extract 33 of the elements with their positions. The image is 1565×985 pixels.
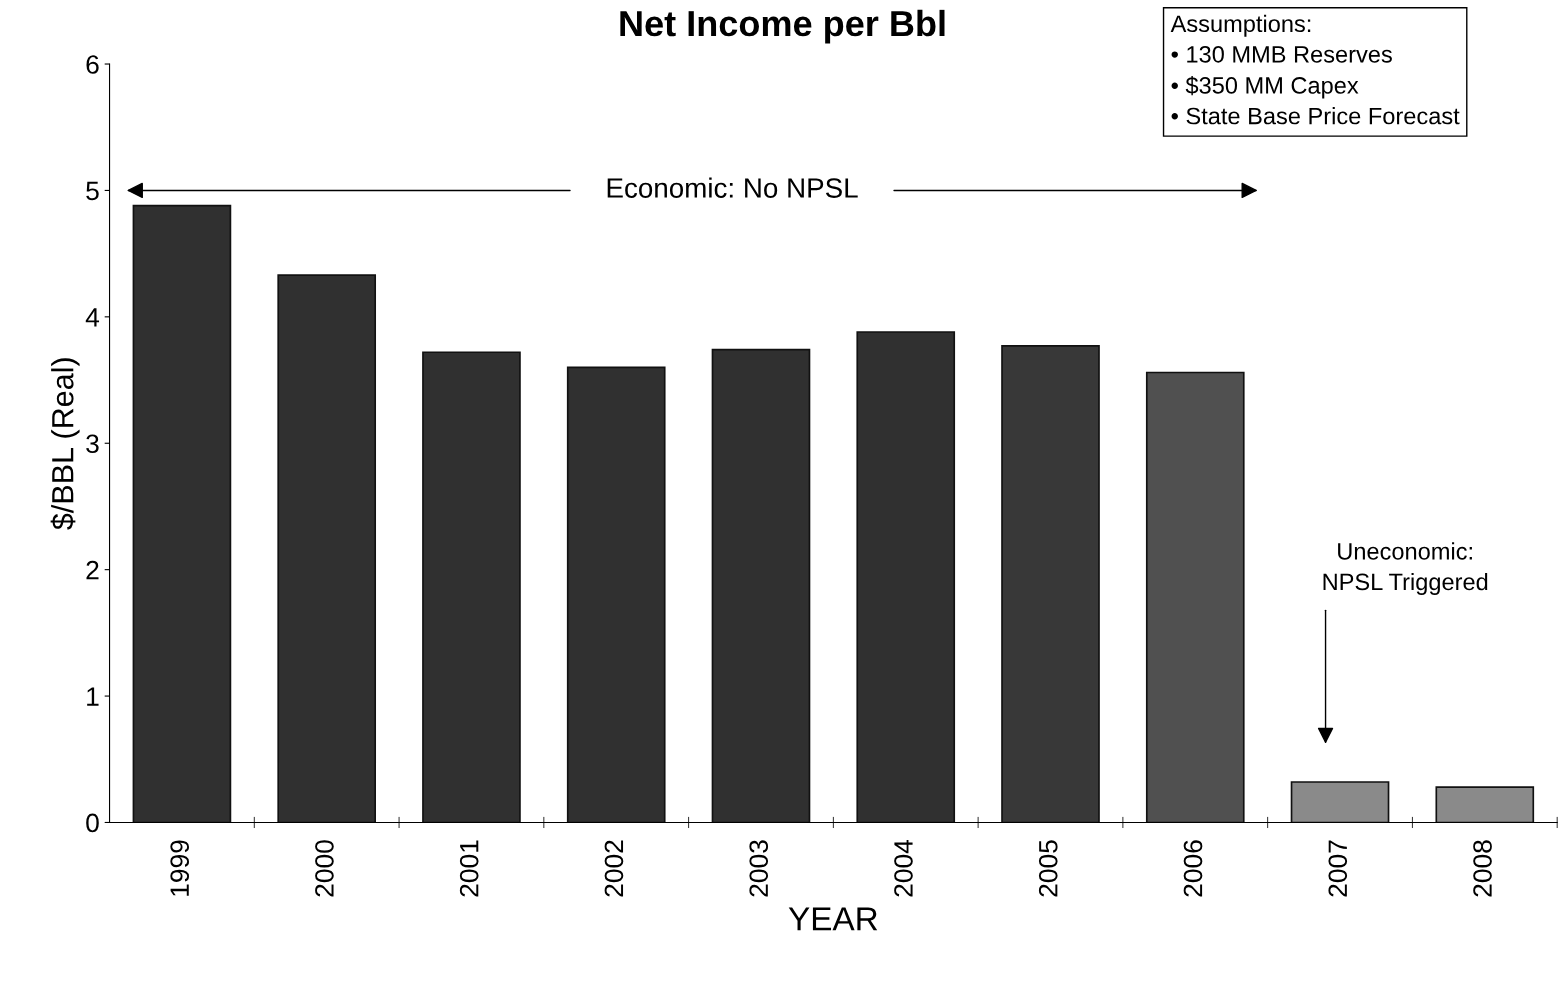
- x-tick-label: 2005: [1038, 840, 1058, 897]
- bar: [1290, 781, 1390, 823]
- x-tick-label: 2004: [894, 839, 913, 897]
- bar: [566, 366, 666, 823]
- bar: [422, 351, 521, 823]
- y-tick-label: 3: [86, 434, 99, 454]
- x-tick-label: 2003: [749, 840, 769, 897]
- y-tick-label: 0: [86, 813, 99, 833]
- x-tick-label: 2008: [1473, 840, 1492, 897]
- bar: [1145, 371, 1245, 823]
- y-tick-label: 2: [86, 560, 99, 580]
- x-tick-label: 2002: [604, 840, 624, 897]
- chart-title: Net Income per Bbl: [620, 9, 945, 44]
- x-axis-title: YEAR: [788, 907, 878, 931]
- bar: [856, 331, 956, 823]
- x-tick-label: 2000: [315, 840, 334, 897]
- x-tick-label: 2007: [1328, 840, 1348, 897]
- bar: [1435, 786, 1535, 823]
- y-tick-label: 5: [86, 181, 99, 201]
- x-tick-label: 2006: [1183, 840, 1203, 897]
- bar: [132, 204, 232, 823]
- bar: [277, 274, 377, 823]
- y-tick-label: 6: [86, 55, 99, 74]
- x-tick-label: 1999: [170, 840, 190, 896]
- annotation: Assumptions: • 130 MMB Reserves • $350 MM Capex • State Base Price Forecast: [1170, 14, 1460, 125]
- annotation: Economic: No NPSL: [607, 177, 858, 198]
- x-tick-label: 2001: [459, 840, 479, 897]
- bar: [711, 348, 811, 823]
- y-axis-title: $/BBL (Real): [50, 358, 80, 530]
- y-tick-label: 4: [85, 308, 100, 327]
- annotation: Uneconomic: NPSL Triggered: [1323, 542, 1488, 595]
- y-tick-label: 1: [87, 687, 99, 706]
- bar: [1001, 345, 1100, 823]
